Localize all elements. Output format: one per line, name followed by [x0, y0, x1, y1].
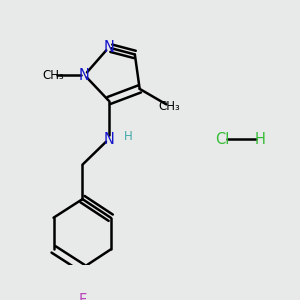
Text: H: H	[255, 132, 266, 147]
Text: Cl: Cl	[215, 132, 230, 147]
Text: N: N	[79, 68, 90, 82]
Text: H: H	[124, 130, 133, 143]
Text: F: F	[78, 293, 87, 300]
Text: CH₃: CH₃	[158, 100, 180, 112]
Text: CH₃: CH₃	[43, 69, 64, 82]
Text: N: N	[103, 40, 114, 55]
Text: N: N	[103, 132, 114, 147]
